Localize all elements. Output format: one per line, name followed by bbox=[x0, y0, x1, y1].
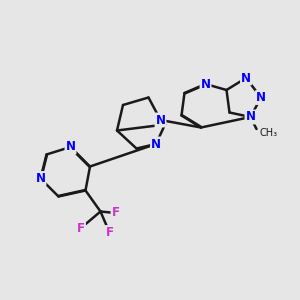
Text: N: N bbox=[35, 172, 46, 185]
Text: N: N bbox=[241, 71, 251, 85]
Text: CH₃: CH₃ bbox=[260, 128, 278, 139]
Text: N: N bbox=[151, 137, 161, 151]
Text: N: N bbox=[155, 113, 166, 127]
Text: F: F bbox=[112, 206, 119, 220]
Text: N: N bbox=[256, 91, 266, 104]
Text: F: F bbox=[106, 226, 113, 239]
Text: F: F bbox=[77, 221, 85, 235]
Text: N: N bbox=[245, 110, 256, 124]
Text: N: N bbox=[200, 77, 211, 91]
Text: N: N bbox=[65, 140, 76, 154]
